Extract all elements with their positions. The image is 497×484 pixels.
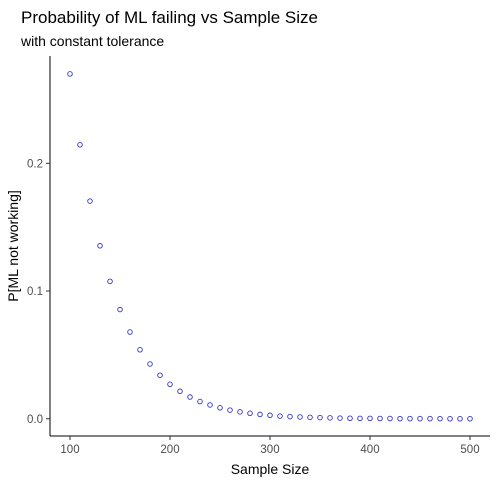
data-point (287, 413, 293, 420)
x-ticks-layer: 100 200 300 400 500 (60, 436, 480, 456)
x-tick-label: 200 (160, 444, 179, 456)
data-point (397, 415, 403, 422)
y-tick-label: 0.2 (27, 158, 43, 170)
data-point (237, 409, 243, 415)
data-point (367, 415, 373, 422)
data-point (157, 372, 163, 378)
y-tick-label: 0.0 (27, 414, 43, 426)
x-axis-title: Sample Size (231, 461, 310, 477)
x-tick-label: 100 (60, 444, 79, 456)
data-point (387, 415, 393, 422)
data-point (267, 412, 273, 419)
data-point (127, 329, 133, 335)
data-point (167, 381, 173, 388)
data-point (257, 411, 263, 418)
x-tick-label: 400 (360, 444, 379, 456)
data-point (317, 414, 323, 421)
data-point (247, 410, 253, 417)
data-point (377, 415, 383, 422)
data-point (467, 416, 473, 422)
data-point (327, 415, 333, 421)
data-point (357, 415, 363, 422)
data-point (457, 416, 463, 422)
data-point (407, 415, 413, 422)
data-point (297, 414, 303, 420)
chart-title: Probability of ML failing vs Sample Size (21, 8, 318, 27)
data-point (217, 405, 223, 411)
data-point (187, 394, 193, 400)
data-point (117, 306, 123, 313)
data-point (147, 361, 153, 367)
data-point (277, 413, 283, 419)
data-point (227, 407, 233, 413)
data-point (197, 398, 203, 405)
data-point (307, 414, 313, 421)
data-point (207, 402, 213, 408)
data-point (77, 142, 83, 148)
data-point (177, 388, 183, 395)
y-tick-label: 0.1 (27, 286, 43, 298)
chart-subtitle: with constant tolerance (20, 33, 164, 49)
x-tick-label: 500 (460, 444, 479, 456)
y-axis-title: P[ML not working] (5, 190, 21, 302)
data-point (137, 347, 143, 353)
data-point (437, 415, 443, 422)
data-point (417, 415, 423, 422)
data-point (107, 278, 113, 285)
x-tick-label: 300 (260, 444, 279, 456)
data-point (447, 416, 453, 422)
data-point (337, 415, 343, 421)
y-ticks-layer: 0.0 0.1 0.2 (27, 158, 50, 426)
data-point (97, 243, 103, 249)
data-point (427, 415, 433, 422)
data-point (87, 198, 93, 204)
data-point (67, 71, 73, 77)
points-layer (67, 71, 473, 422)
data-point (347, 415, 353, 421)
